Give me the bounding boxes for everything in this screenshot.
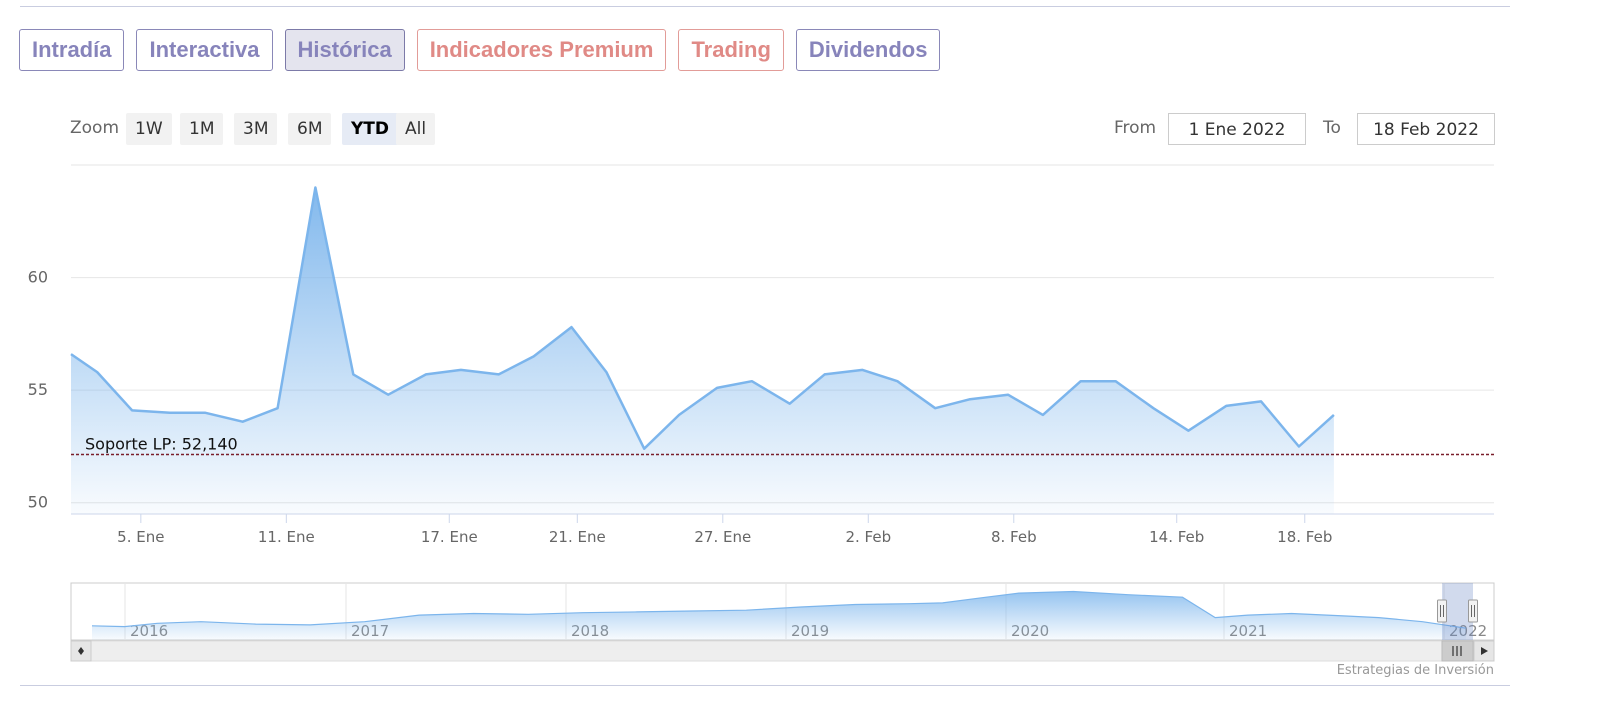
- navigator-area: [92, 591, 1466, 640]
- tab-dividendos[interactable]: Dividendos: [795, 29, 941, 71]
- tab-trading[interactable]: Trading: [678, 29, 784, 71]
- zoom-6m-button[interactable]: 6M: [288, 113, 332, 145]
- tab-interactiva[interactable]: Interactiva: [136, 29, 273, 71]
- x-tick-label: 2. Feb: [845, 528, 891, 546]
- x-tick-label: 27. Ene: [694, 528, 751, 546]
- zoom-3m-button[interactable]: 3M: [234, 113, 278, 145]
- bottom-divider: [20, 685, 1510, 686]
- tab-indicadores-premium[interactable]: Indicadores Premium: [416, 29, 667, 71]
- x-tick-label: 21. Ene: [549, 528, 606, 546]
- x-tick-label: 8. Feb: [991, 528, 1037, 546]
- x-tick-label: 5. Ene: [117, 528, 164, 546]
- from-date-input[interactable]: 1 Ene 2022: [1168, 113, 1306, 145]
- credit-text: Estrategias de Inversión: [1336, 663, 1494, 678]
- y-tick-label: 50: [28, 493, 48, 512]
- navigator-handle-right[interactable]: [1468, 599, 1478, 623]
- zoom-ytd-button[interactable]: YTD: [342, 113, 399, 145]
- navigator-line: [91, 590, 1467, 629]
- y-tick-label: 55: [28, 380, 48, 399]
- y-tick-label: 60: [28, 268, 48, 287]
- price-area: [71, 187, 1334, 514]
- x-tick-label: 11. Ene: [258, 528, 315, 546]
- navigator-scrollbar-track[interactable]: [70, 640, 1495, 662]
- chevron-right-icon: [1481, 647, 1488, 655]
- zoom-all-button[interactable]: All: [396, 113, 436, 145]
- tab-intradia[interactable]: Intradía: [19, 29, 125, 71]
- zoom-1w-button[interactable]: 1W: [126, 113, 172, 145]
- price-line: [70, 186, 1335, 450]
- support-line-label: Soporte LP: 52,140: [85, 435, 238, 454]
- tab-historica[interactable]: Histórica: [284, 29, 405, 71]
- from-label: From: [1114, 118, 1157, 138]
- to-date-input[interactable]: 18 Feb 2022: [1357, 113, 1495, 145]
- view-tabs: Intradía Interactiva Histórica Indicador…: [19, 29, 941, 73]
- to-label: To: [1323, 118, 1341, 138]
- x-tick-label: 14. Feb: [1149, 528, 1204, 546]
- navigator-handle-left[interactable]: [1437, 599, 1447, 623]
- x-tick-label: 17. Ene: [421, 528, 478, 546]
- chevron-left-icon: [78, 647, 84, 655]
- zoom-label: Zoom: [70, 118, 120, 138]
- zoom-1m-button[interactable]: 1M: [180, 113, 224, 145]
- x-tick-label: 18. Feb: [1277, 528, 1332, 546]
- top-divider: [20, 6, 1510, 7]
- navigator-selected-range: [1442, 583, 1473, 640]
